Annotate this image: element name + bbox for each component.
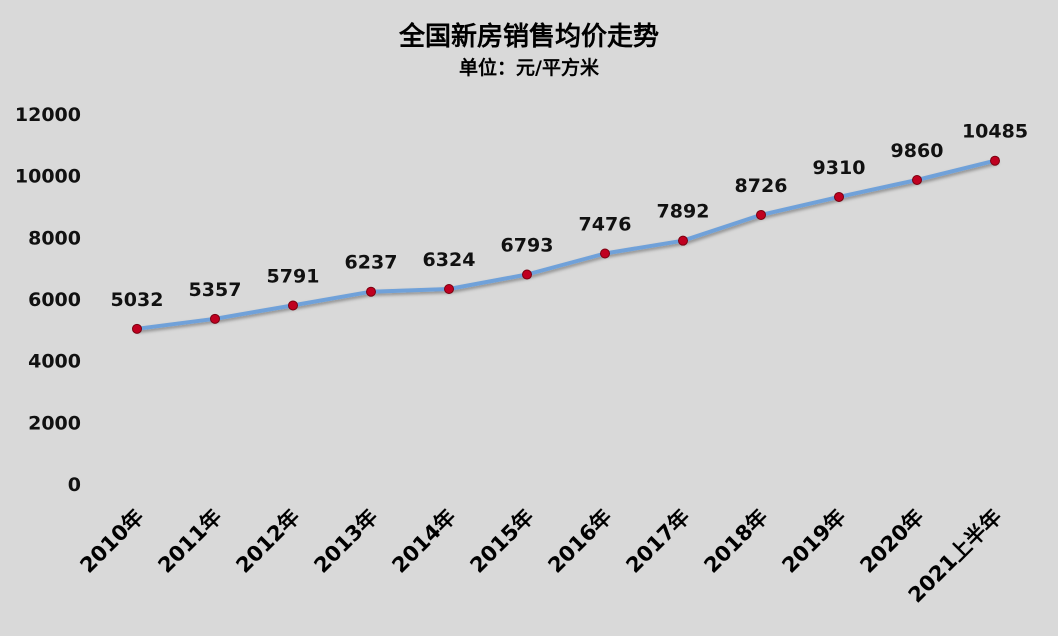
y-tick-label: 0: [68, 474, 81, 496]
x-tick-label: 2012年: [231, 505, 304, 578]
x-axis: 2010年 2011年 2012年 2013年 2014年 2015年 2016年 2017年…: [75, 505, 1006, 608]
y-tick-label: 12000: [15, 104, 81, 126]
series-line: [135, 158, 997, 331]
data-point: [444, 284, 454, 295]
data-point: [210, 313, 220, 324]
data-point: [600, 248, 610, 259]
data-label: 6324: [423, 249, 476, 271]
x-tick-label: 2016年: [543, 505, 616, 578]
x-tick-label: 2019年: [777, 505, 850, 578]
data-label: 5791: [267, 265, 320, 287]
data-point: [288, 300, 298, 311]
data-point: [678, 235, 688, 246]
y-tick-label: 10000: [15, 166, 81, 188]
data-label: 5357: [189, 279, 242, 301]
x-tick-label: 2014年: [387, 505, 460, 578]
data-label: 7892: [657, 201, 710, 223]
x-tick-label: 2011年: [153, 505, 226, 578]
y-axis: 0 2000 4000 6000 8000 10000 12000: [15, 104, 81, 496]
chart-title: 全国新房销售均价走势: [398, 21, 659, 52]
data-label: 8726: [735, 175, 788, 197]
y-tick-label: 4000: [28, 351, 81, 373]
x-tick-label: 2020年: [855, 505, 928, 578]
data-label: 7476: [579, 213, 632, 235]
y-tick-label: 6000: [28, 289, 81, 311]
y-tick-label: 8000: [28, 227, 81, 249]
data-point: [912, 174, 922, 185]
data-point: [990, 155, 1000, 166]
chart-subtitle: 单位：元/平方米: [459, 56, 600, 79]
data-label: 9310: [813, 157, 866, 179]
data-label: 10485: [962, 121, 1028, 143]
data-label: 6237: [345, 252, 398, 274]
data-label: 5032: [111, 289, 164, 311]
data-point: [834, 191, 844, 202]
series-layer: [132, 155, 1000, 334]
data-point: [366, 286, 376, 297]
data-label: 9860: [891, 140, 944, 162]
data-point: [756, 209, 766, 220]
x-tick-label: 2017年: [621, 505, 694, 578]
x-tick-label: 2010年: [75, 505, 148, 578]
x-tick-label: 2018年: [699, 505, 772, 578]
x-tick-label: 2015年: [465, 505, 538, 578]
data-point: [522, 269, 532, 280]
y-tick-label: 2000: [28, 412, 81, 434]
x-tick-label: 2013年: [309, 505, 382, 578]
data-label: 6793: [501, 235, 554, 257]
data-label-layer: 5032 5357 5791 6237 6324 6793 7476 7892 8726 9310…: [111, 121, 1029, 311]
data-point: [132, 323, 142, 334]
